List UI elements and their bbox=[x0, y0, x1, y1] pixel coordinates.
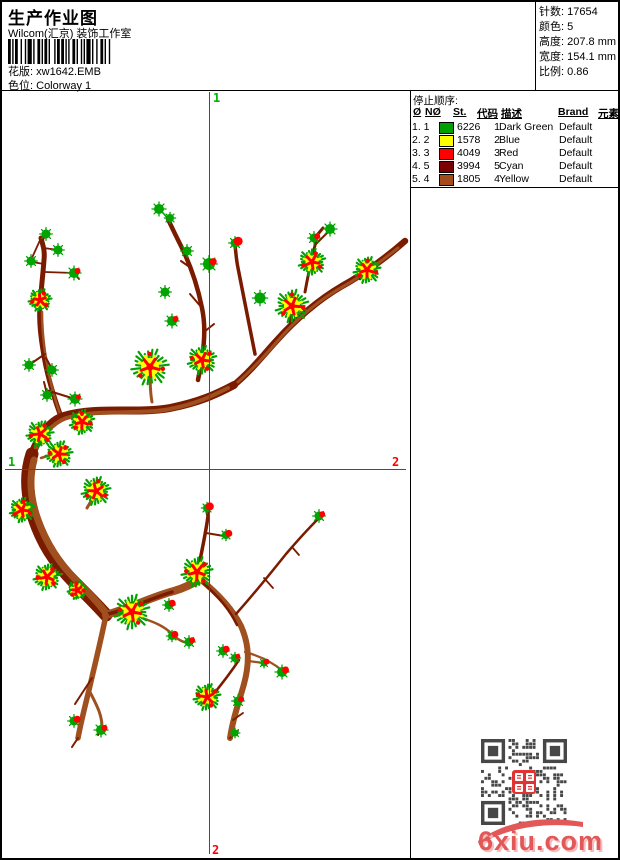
table-row: 3. 3 4049 3 Red Default bbox=[412, 147, 593, 160]
col-header-elements: 元素 bbox=[598, 108, 619, 120]
start-marker-left: 1 bbox=[8, 455, 16, 469]
header-divider bbox=[2, 90, 618, 91]
col-header-hash: Ø bbox=[413, 106, 422, 118]
stats-panel: 针数: 17654 颜色: 5 高度: 207.8 mm 宽度: 154.1 m… bbox=[539, 5, 616, 80]
colorway-label: 色位: bbox=[8, 80, 34, 92]
thread-swatch bbox=[439, 174, 454, 186]
colorway: 色位: Colorway 1 bbox=[8, 77, 91, 93]
start-marker-top: 1 bbox=[213, 91, 221, 105]
right-panel-divider bbox=[410, 90, 411, 858]
watermark: 6xiu.com bbox=[478, 826, 604, 856]
stat-scale: 比例: 0.86 bbox=[539, 66, 589, 78]
crosshair-vertical bbox=[209, 92, 210, 854]
colorway-value: Colorway 1 bbox=[36, 80, 92, 92]
col-header-brand: Brand bbox=[558, 106, 589, 118]
col-header-description: 描述 bbox=[501, 108, 522, 120]
thread-swatch bbox=[439, 148, 454, 160]
studio-name: Wilcom(汇京) 装饰工作室 bbox=[8, 28, 132, 40]
stat-width: 宽度: 154.1 mm bbox=[539, 51, 617, 63]
col-header-stitches: St. bbox=[453, 106, 467, 118]
table-row: 4. 5 3994 5 Cyan Default bbox=[412, 160, 593, 173]
stat-colors: 颜色: 5 bbox=[539, 21, 574, 33]
thread-swatch bbox=[439, 161, 454, 173]
crosshair-horizontal bbox=[5, 469, 406, 470]
stat-stitches: 针数: 17654 bbox=[539, 6, 598, 18]
stats-divider bbox=[535, 2, 536, 90]
embroidery-design bbox=[8, 201, 409, 748]
qr-code bbox=[481, 739, 567, 825]
col-header-needle: NØ bbox=[425, 106, 441, 118]
pattern-value: xw1642.EMB bbox=[36, 66, 101, 78]
page-title: 生产作业图 bbox=[8, 9, 98, 28]
table-row: 2. 2 1578 2 Blue Default bbox=[412, 134, 593, 147]
col-header-code: 代码 bbox=[477, 108, 498, 120]
stop-sequence-title: 停止顺序: bbox=[413, 95, 458, 107]
table-row: 1. 1 6226 1 Dark Green Default bbox=[412, 121, 593, 134]
end-marker-right: 2 bbox=[392, 455, 400, 469]
pattern-file: 花版: xw1642.EMB bbox=[8, 63, 101, 79]
barcode bbox=[8, 39, 111, 64]
table-row: 5. 4 1805 4 Yellow Default bbox=[412, 173, 593, 186]
end-marker-bottom: 2 bbox=[212, 843, 220, 857]
table-bottom-border bbox=[410, 187, 618, 188]
thread-swatch bbox=[439, 135, 454, 147]
stat-height: 高度: 207.8 mm bbox=[539, 36, 617, 48]
thread-swatch bbox=[439, 122, 454, 134]
pattern-label: 花版: bbox=[8, 66, 34, 78]
watermark-swoosh bbox=[478, 819, 583, 845]
